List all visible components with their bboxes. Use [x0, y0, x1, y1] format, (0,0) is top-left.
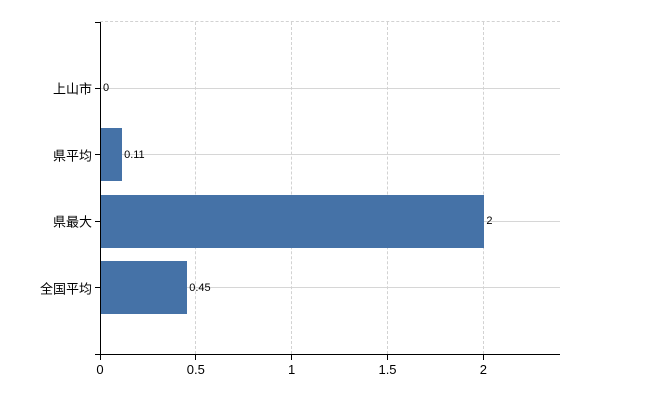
x-axis-line [95, 354, 560, 355]
value-label: 0.45 [189, 281, 211, 294]
gridline-vertical [482, 22, 484, 354]
value-label: 2 [486, 215, 493, 228]
x-axis-tick [387, 354, 388, 360]
x-tick-label: 1.5 [378, 362, 397, 377]
plot-top-border [100, 21, 560, 22]
x-axis-tick [195, 354, 197, 360]
x-tick-label: 0.5 [186, 362, 205, 377]
y-axis-tick [95, 87, 100, 89]
gridline-horizontal [100, 87, 560, 89]
y-axis-tick [95, 287, 100, 289]
y-axis-line [100, 22, 101, 354]
bar [101, 261, 188, 315]
x-tick-label: 0 [96, 362, 104, 377]
category-label: 上山市 [52, 81, 92, 97]
x-axis-tick [482, 354, 484, 360]
bar [101, 194, 485, 248]
category-label: 県平均 [52, 148, 92, 164]
gridline-vertical [291, 22, 293, 354]
category-label: 県最大 [52, 214, 92, 230]
bar [101, 128, 123, 182]
x-tick-label: 1 [288, 362, 296, 377]
gridline-vertical [387, 22, 388, 354]
y-axis-tick [95, 220, 100, 222]
value-label: 0 [103, 82, 110, 95]
x-tick-label: 2 [479, 362, 487, 377]
value-label: 0.11 [124, 148, 145, 161]
gridline-horizontal [100, 287, 560, 289]
gridline-horizontal [100, 154, 560, 156]
category-label: 全国平均 [39, 281, 92, 297]
x-axis-tick [99, 354, 101, 360]
gridline-vertical [195, 22, 197, 354]
y-axis-tick [95, 154, 100, 156]
y-axis-tick [95, 22, 100, 23]
x-axis-tick [291, 354, 293, 360]
